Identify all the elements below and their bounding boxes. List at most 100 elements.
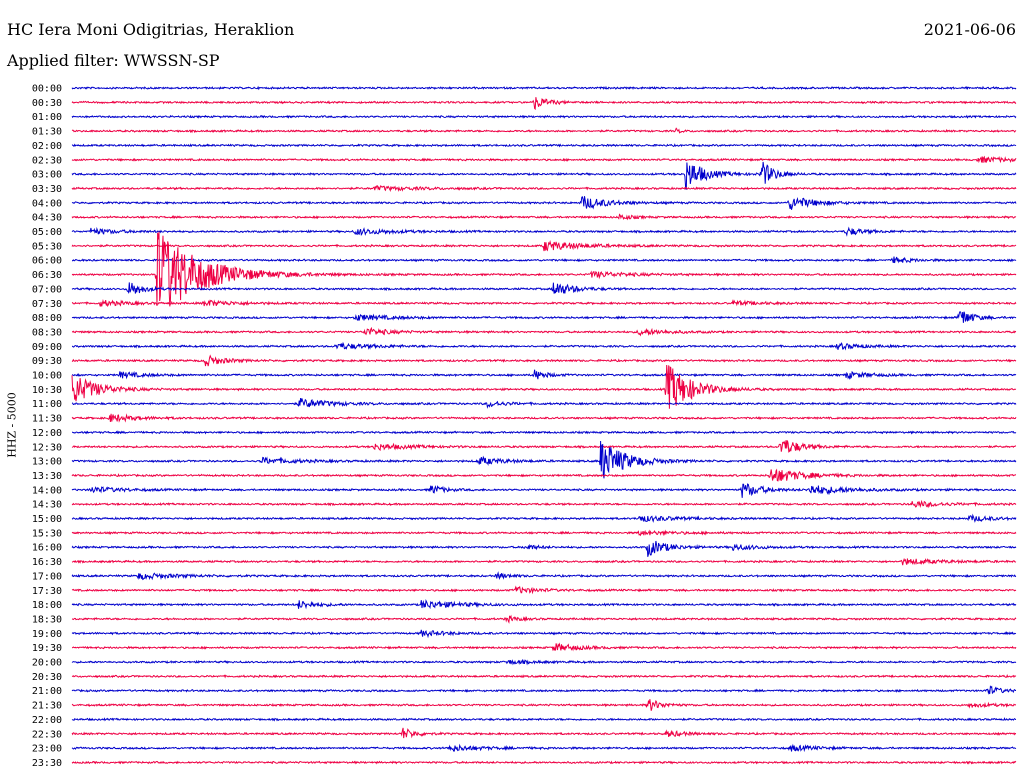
- seismic-trace-2130: [71, 699, 1017, 711]
- seismic-trace-1430: [71, 499, 1017, 509]
- seismic-trace-0330: [71, 184, 1017, 193]
- row-time-label: 01:30: [32, 127, 62, 138]
- station-title: HC Iera Moni Odigitrias, Heraklion: [7, 20, 295, 39]
- row-time-label: 00:30: [32, 98, 62, 109]
- seismic-trace-1930: [71, 642, 1017, 652]
- seismic-trace-1230: [71, 440, 1017, 453]
- row-time-label: 11:00: [32, 399, 62, 410]
- row-time-label: 21:00: [32, 686, 62, 697]
- seismic-trace-0930: [71, 354, 1017, 367]
- seismic-trace-0630: [71, 231, 1017, 307]
- row-time-label: 20:00: [32, 658, 62, 669]
- row-time-label: 02:00: [32, 141, 62, 152]
- seismic-trace-0400: [71, 196, 1017, 210]
- seismic-trace-0200: [71, 143, 1017, 148]
- row-time-label: 17:30: [32, 586, 62, 597]
- seismic-trace-2200: [71, 717, 1017, 722]
- seismic-trace-1300: [71, 440, 1017, 479]
- seismic-trace-1730: [71, 585, 1017, 595]
- row-time-label: 22:00: [32, 715, 62, 726]
- row-time-label: 08:00: [32, 313, 62, 324]
- seismic-trace-1200: [72, 430, 1017, 435]
- row-time-label: 14:00: [32, 485, 62, 496]
- row-time-label: 04:30: [32, 213, 62, 224]
- seismic-trace-0300: [71, 161, 1017, 190]
- row-time-label: 18:00: [32, 600, 62, 611]
- seismic-trace-2000: [71, 658, 1017, 666]
- row-time-label: 12:30: [32, 442, 62, 453]
- seismic-trace-1130: [71, 413, 1017, 423]
- seismic-trace-2230: [71, 727, 1017, 739]
- seismic-trace-1330: [71, 468, 1017, 482]
- seismic-trace-0500: [71, 226, 1017, 237]
- seismic-trace-0830: [71, 326, 1017, 337]
- seismic-trace-1830: [71, 614, 1017, 624]
- seismic-trace-1530: [71, 529, 1017, 537]
- row-time-label: 21:30: [32, 701, 62, 712]
- row-time-label: 10:00: [32, 371, 62, 382]
- seismic-trace-0100: [71, 114, 1017, 119]
- date-label: 2021-06-06: [923, 20, 1016, 39]
- row-time-label: 03:00: [32, 170, 62, 181]
- row-time-label: 01:00: [32, 112, 62, 123]
- seismic-trace-1100: [71, 398, 1017, 409]
- row-time-label: 05:30: [32, 241, 62, 252]
- filter-label: Applied filter: WWSSN-SP: [7, 51, 220, 70]
- row-time-label: 19:00: [32, 629, 62, 640]
- row-time-label: 13:30: [32, 471, 62, 482]
- row-time-label: 08:30: [32, 327, 62, 338]
- row-time-label: 20:30: [32, 672, 62, 683]
- row-time-label: 09:30: [32, 356, 62, 367]
- row-time-label: 15:30: [32, 528, 62, 539]
- seismic-trace-1400: [71, 483, 1016, 498]
- seismic-trace-0130: [71, 127, 1017, 134]
- row-time-label: 17:00: [32, 571, 62, 582]
- row-time-label: 16:30: [32, 557, 62, 568]
- seismic-trace-0900: [71, 341, 1017, 351]
- seismic-trace-0600: [72, 256, 1017, 264]
- row-time-label: 03:30: [32, 184, 62, 195]
- seismic-trace-0700: [71, 282, 1017, 295]
- row-time-label: 19:30: [32, 643, 62, 654]
- seismic-trace-1900: [71, 629, 1017, 639]
- seismic-trace-2030: [71, 674, 1017, 679]
- seismic-trace-0000: [71, 85, 1017, 91]
- row-time-label: 11:30: [32, 414, 62, 425]
- seismic-trace-1630: [71, 557, 1017, 566]
- seismic-trace-2300: [71, 743, 1017, 753]
- row-time-label: 23:00: [32, 744, 62, 755]
- row-time-label: 00:00: [32, 84, 62, 95]
- row-time-label: 07:00: [32, 284, 62, 295]
- seismic-trace-2330: [71, 760, 1017, 765]
- row-time-label: 06:30: [32, 270, 62, 281]
- row-time-label: 02:30: [32, 155, 62, 166]
- seismic-trace-0030: [71, 97, 1017, 111]
- seismic-trace-0800: [71, 310, 1017, 323]
- seismic-trace-1030: [71, 364, 1017, 409]
- seismic-trace-1500: [71, 513, 1017, 523]
- row-time-label: 15:00: [32, 514, 62, 525]
- seismic-trace-0430: [71, 213, 1017, 221]
- row-time-label: 22:30: [32, 729, 62, 740]
- row-time-label: 04:00: [32, 198, 62, 209]
- row-time-label: 06:00: [32, 256, 62, 267]
- seismic-trace-1800: [71, 598, 1017, 610]
- row-time-label: 07:30: [32, 299, 62, 310]
- row-time-label: 12:00: [32, 428, 62, 439]
- row-time-label: 18:30: [32, 614, 62, 625]
- row-time-label: 14:30: [32, 500, 62, 511]
- row-time-label: 23:30: [32, 758, 62, 769]
- row-time-label: 05:00: [32, 227, 62, 238]
- row-time-label: 09:00: [32, 342, 62, 353]
- row-time-label: 16:00: [32, 543, 62, 554]
- seismic-trace-1600: [71, 540, 1017, 557]
- seismic-trace-1700: [71, 571, 1017, 581]
- seismic-trace-2100: [71, 685, 1016, 695]
- seismic-trace-0530: [71, 240, 1017, 252]
- seismic-trace-0730: [71, 298, 1017, 308]
- row-time-label: 10:30: [32, 385, 62, 396]
- seismic-trace-0230: [71, 155, 1017, 164]
- row-time-label: 13:00: [32, 457, 62, 468]
- seismic-trace-1000: [71, 369, 1017, 380]
